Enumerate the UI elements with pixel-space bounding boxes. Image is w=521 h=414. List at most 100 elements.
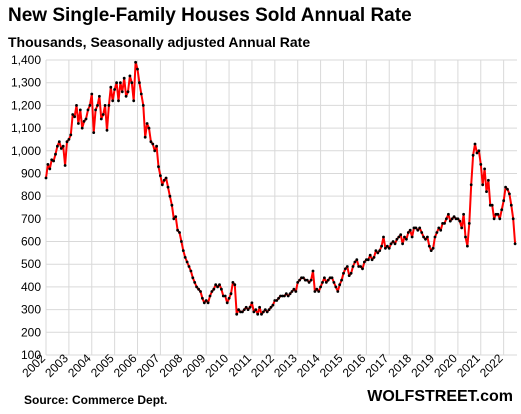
y-axis: 100 200 300 400 500 600 700 800 900 1,000 1,100 1,2… xyxy=(11,53,41,362)
y-tick-label: 200 xyxy=(21,325,41,339)
y-tick-label: 500 xyxy=(21,257,41,271)
data-point xyxy=(479,163,483,166)
watermark: WOLFSTREET.com xyxy=(367,388,513,405)
data-point xyxy=(286,294,290,298)
data-point xyxy=(376,251,380,255)
data-point xyxy=(513,242,517,246)
data-point xyxy=(206,301,210,305)
data-point xyxy=(277,296,280,300)
data-point xyxy=(500,208,504,212)
data-point xyxy=(75,104,78,107)
data-point xyxy=(71,113,75,116)
data-point xyxy=(405,237,408,241)
data-point xyxy=(174,215,178,219)
data-point xyxy=(126,90,130,94)
data-point xyxy=(178,231,181,234)
data-point xyxy=(475,151,479,155)
data-point xyxy=(450,217,454,221)
data-point xyxy=(387,246,391,250)
data-point xyxy=(496,212,500,216)
data-point xyxy=(389,242,393,246)
data-point xyxy=(69,133,73,137)
y-tick-label: 400 xyxy=(21,280,41,294)
data-point xyxy=(109,85,113,89)
data-point xyxy=(382,235,385,239)
data-point xyxy=(212,287,216,291)
data-point xyxy=(302,276,305,280)
data-point xyxy=(420,231,424,234)
data-point xyxy=(99,117,103,121)
y-tick-label: 100 xyxy=(21,348,41,362)
data-point xyxy=(309,278,313,282)
data-point xyxy=(427,244,431,248)
data-point xyxy=(469,183,473,187)
data-point xyxy=(187,265,191,268)
data-point xyxy=(380,244,383,248)
data-point xyxy=(271,303,275,307)
data-point xyxy=(210,290,214,293)
data-point xyxy=(502,199,506,203)
data-point xyxy=(170,203,174,207)
data-point xyxy=(374,249,378,253)
data-point xyxy=(368,253,372,257)
data-point xyxy=(80,126,84,130)
data-point xyxy=(229,292,233,296)
data-point xyxy=(504,185,507,189)
data-point xyxy=(508,192,511,196)
data-point xyxy=(94,108,97,112)
data-point xyxy=(90,92,94,96)
data-point xyxy=(73,115,76,119)
data-point xyxy=(260,312,263,316)
data-point xyxy=(225,301,229,305)
y-tick-label: 1,200 xyxy=(11,98,41,112)
data-point xyxy=(124,94,128,98)
data-point xyxy=(88,104,92,107)
data-point xyxy=(391,240,395,243)
data-point xyxy=(82,119,86,123)
data-point xyxy=(351,265,355,268)
data-point xyxy=(344,267,347,271)
data-point xyxy=(191,276,195,280)
data-point xyxy=(202,301,206,305)
data-point xyxy=(483,167,486,171)
data-point xyxy=(471,153,475,157)
y-tick-label: 1,100 xyxy=(11,121,41,135)
data-point xyxy=(136,67,139,71)
data-point xyxy=(437,226,441,230)
data-point xyxy=(160,183,164,187)
data-point xyxy=(485,190,488,194)
data-point xyxy=(473,142,477,146)
data-point xyxy=(467,222,471,225)
data-point xyxy=(256,312,260,316)
data-point xyxy=(355,258,359,262)
data-point xyxy=(233,283,237,287)
data-point xyxy=(393,242,397,246)
data-point xyxy=(103,104,107,107)
source-note: Source: Commerce Dept. xyxy=(24,393,168,407)
data-point xyxy=(323,276,326,280)
data-point xyxy=(231,281,235,284)
y-tick-label: 1,400 xyxy=(11,53,41,67)
data-point xyxy=(511,217,515,221)
data-point xyxy=(149,140,153,144)
data-point xyxy=(168,194,172,198)
data-point xyxy=(220,287,223,291)
data-point xyxy=(208,294,212,298)
data-point xyxy=(52,159,55,163)
y-tick-label: 600 xyxy=(21,235,41,249)
data-point xyxy=(332,281,336,284)
data-point xyxy=(107,104,111,107)
data-point xyxy=(145,122,149,125)
data-point xyxy=(86,108,90,112)
data-point xyxy=(460,226,464,230)
data-point xyxy=(151,142,155,146)
data-point xyxy=(113,88,116,91)
data-point xyxy=(401,242,404,246)
data-point xyxy=(46,163,50,166)
data-point xyxy=(78,108,82,112)
data-point xyxy=(361,267,364,271)
data-point xyxy=(275,299,279,302)
data-point xyxy=(397,235,401,239)
data-point xyxy=(317,290,321,293)
data-point xyxy=(157,165,160,169)
